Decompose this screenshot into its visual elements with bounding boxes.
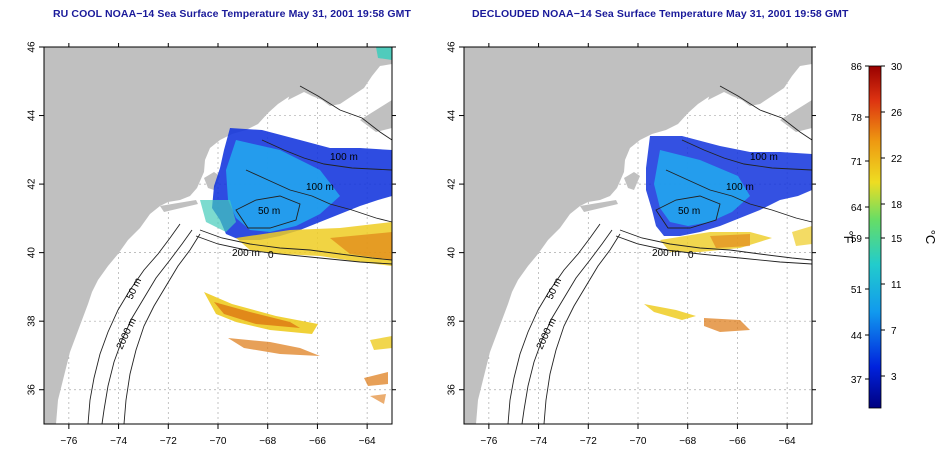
lat-tick-label: 44 [447,110,458,122]
lat-tick-label: 44 [27,110,38,122]
fahrenheit-unit: °F [841,230,856,243]
lon-tick-label: −64 [359,436,376,447]
contour-label: 100 m [726,182,754,193]
lon-tick-label: −66 [309,436,326,447]
panel-1-title: RU COOL NOAA−14 Sea Surface Temperature … [53,8,411,20]
fahrenheit-tick: 59 [851,234,863,245]
temperature-colorbar: 86 78 71 64 59 51 44 37 30 26 22 18 15 11 7 3 °F °C [841,62,938,409]
lat-tick-label: 46 [27,41,38,53]
lon-tick-label: −74 [110,436,127,447]
contour-label: 50 m [678,206,700,217]
lon-tick-label: −72 [160,436,177,447]
fahrenheit-tick: 86 [851,62,863,73]
contour-label: 50 m [258,206,280,217]
panel-2-title: DECLOUDED NOAA−14 Sea Surface Temperatur… [472,8,849,20]
lat-tick-label: 46 [447,41,458,53]
lon-tick-label: −76 [480,436,497,447]
contour-label: 200 m [652,248,680,259]
sst-overlay [200,47,392,404]
contour-label: 100 m [306,182,334,193]
land-mass [464,47,793,424]
lon-tick-label: −64 [779,436,796,447]
contour-label: 0 [268,250,274,261]
lon-tick-label: −66 [729,436,746,447]
fahrenheit-tick: 78 [851,113,863,124]
fahrenheit-tick: 37 [851,375,863,386]
lon-tick-label: −68 [679,436,696,447]
lon-tick-label: −70 [630,436,647,447]
fahrenheit-tick: 51 [851,285,863,296]
colorbar-gradient [868,65,882,409]
celsius-tick: 3 [891,372,897,383]
lat-tick-label: 40 [447,247,458,259]
land-mass [44,47,373,424]
lat-tick-label: 42 [447,178,458,190]
lon-tick-label: −74 [530,436,547,447]
celsius-tick: 30 [891,62,903,73]
contour-label: 0 [688,250,694,261]
lat-tick-label: 42 [27,178,38,190]
fahrenheit-tick: 71 [851,157,863,168]
lon-tick-label: −70 [210,436,227,447]
lon-tick-label: −76 [60,436,77,447]
lat-tick-label: 38 [447,315,458,327]
lat-tick-label: 36 [27,384,38,396]
sst-overlay [644,136,812,332]
contour-label: 100 m [750,152,778,163]
lat-tick-label: 40 [27,247,38,259]
fahrenheit-tick: 44 [851,331,863,342]
celsius-tick: 15 [891,234,903,245]
lon-tick-label: −72 [580,436,597,447]
celsius-tick: 18 [891,200,903,211]
fahrenheit-tick: 64 [851,203,863,214]
lat-tick-label: 36 [447,384,458,396]
celsius-tick: 7 [891,326,897,337]
lat-tick-label: 38 [27,315,38,327]
celsius-tick: 11 [891,280,902,291]
contour-label: 100 m [330,152,358,163]
celsius-tick: 22 [891,154,903,165]
lon-tick-label: −68 [259,436,276,447]
celsius-tick: 26 [891,108,903,119]
contour-label: 200 m [232,248,260,259]
celsius-unit: °C [923,230,938,245]
